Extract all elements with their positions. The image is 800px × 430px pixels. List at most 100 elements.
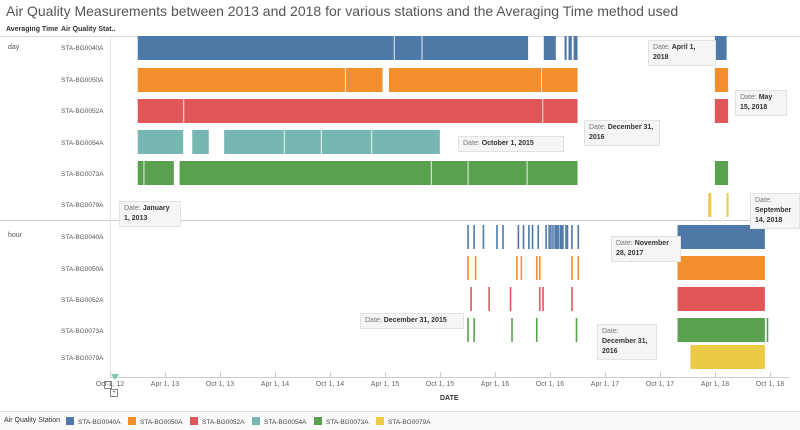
legend-item-sta-bg0073a[interactable]: STA-BG0073A [314, 417, 369, 426]
tick-mark-hour-STA-BG0040A-15[interactable] [554, 225, 556, 249]
bar-day-STA-BG0050A-3[interactable] [714, 68, 729, 92]
tick-mark-hour-STA-BG0052A-4[interactable] [538, 287, 541, 311]
gap-day-STA-BG0073A-4 [526, 161, 528, 185]
x-tick-line [330, 372, 331, 378]
tick-mark-hour-STA-BG0040A-9[interactable] [531, 225, 534, 249]
tick-mark-hour-STA-BG0052A-5[interactable] [542, 287, 544, 311]
tick-mark-hour-STA-BG0050A-8[interactable] [577, 256, 580, 280]
bar-day-STA-BG0052A-2[interactable] [714, 99, 729, 123]
tick-mark-hour-STA-BG0040A-16[interactable] [555, 225, 558, 249]
tick-mark-hour-STA-BG0050A-3[interactable] [516, 256, 518, 280]
tick-mark-hour-STA-BG0073A-1[interactable] [467, 318, 469, 342]
bar-day-STA-BG0040A-3[interactable] [564, 36, 567, 60]
bar-hour-STA-BG0050A-1[interactable] [677, 256, 765, 280]
tooltip-date-9: Date: December 31, 2016 [597, 324, 657, 360]
bar-day-STA-BG0050A-1[interactable] [137, 68, 383, 92]
tick-mark-hour-STA-BG0040A-1[interactable] [467, 225, 469, 249]
tick-mark-hour-STA-BG0052A-6[interactable] [571, 287, 573, 311]
legend-item-sta-bg0052a[interactable]: STA-BG0052A [190, 417, 245, 426]
tick-mark-hour-STA-BG0040A-23[interactable] [571, 225, 573, 249]
tick-mark-hour-STA-BG0050A-6[interactable] [538, 256, 541, 280]
bar-hour-STA-BG0073A-1[interactable] [677, 318, 765, 342]
tick-mark-hour-STA-BG0040A-11[interactable] [545, 225, 547, 249]
tick-mark-hour-STA-BG0050A-2[interactable] [474, 256, 477, 280]
station-label-hour-3: STA-BG0052A [61, 297, 104, 304]
tick-mark-hour-STA-BG0040A-7[interactable] [522, 225, 525, 249]
gap-day-STA-BG0052A-2 [542, 99, 544, 123]
tick-mark-hour-STA-BG0040A-10[interactable] [537, 225, 540, 249]
legend-item-sta-bg0054a[interactable]: STA-BG0054A [252, 417, 307, 426]
tick-mark-hour-STA-BG0073A-2[interactable] [473, 318, 475, 342]
expand-icon[interactable]: + [110, 389, 118, 397]
x-tick-label: Oct 1, 16 [535, 381, 565, 388]
bar-day-STA-BG0073A-2[interactable] [179, 161, 578, 185]
tick-mark-hour-STA-BG0073A-3[interactable] [511, 318, 513, 342]
bar-hour-STA-BG0079A-1[interactable] [690, 345, 765, 369]
tick-mark-hour-STA-BG0040A-19[interactable] [560, 225, 563, 249]
bar-day-STA-BG0040A-5[interactable] [573, 36, 578, 60]
bar-day-STA-BG0040A-2[interactable] [543, 36, 556, 60]
bar-day-STA-BG0079A-2[interactable] [726, 193, 729, 217]
tick-mark-hour-STA-BG0040A-20[interactable] [562, 225, 564, 249]
bar-day-STA-BG0040A-1[interactable] [137, 36, 529, 60]
x-tick-label: Apr 1, 18 [700, 381, 730, 388]
tick-mark-hour-STA-BG0040A-8[interactable] [528, 225, 530, 249]
bar-day-STA-BG0050A-2[interactable] [388, 68, 578, 92]
bar-day-STA-BG0054A-3[interactable] [224, 130, 440, 154]
station-label-day-4: STA-BG0054A [61, 140, 104, 147]
tick-mark-hour-STA-BG0050A-1[interactable] [467, 256, 469, 280]
tick-mark-hour-STA-BG0073A-4[interactable] [535, 318, 538, 342]
bar-day-STA-BG0040A-6[interactable] [714, 36, 727, 60]
tick-mark-hour-STA-BG0040A-4[interactable] [496, 225, 498, 249]
bar-day-STA-BG0079A-1[interactable] [708, 193, 712, 217]
x-axis-title: DATE [440, 395, 459, 402]
x-tick-label: Oct 1, 12 [95, 381, 125, 388]
tick-mark-hour-STA-BG0040A-18[interactable] [559, 225, 562, 249]
bar-day-STA-BG0040A-4[interactable] [568, 36, 572, 60]
tick-mark-hour-STA-BG0040A-14[interactable] [552, 225, 554, 249]
bar-hour-STA-BG0040A-1[interactable] [677, 225, 765, 249]
tick-mark-hour-STA-BG0040A-21[interactable] [565, 225, 567, 249]
x-tick-line [385, 372, 386, 378]
tick-mark-hour-STA-BG0052A-2[interactable] [488, 287, 490, 311]
legend-swatch [376, 417, 384, 425]
tick-mark-hour-STA-BG0040A-2[interactable] [473, 225, 475, 249]
bar-day-STA-BG0073A-1[interactable] [137, 161, 174, 185]
legend-item-sta-bg0079a[interactable]: STA-BG0079A [376, 417, 431, 426]
gap-day-STA-BG0050A-2 [541, 68, 543, 92]
tick-mark-hour-STA-BG0040A-13[interactable] [550, 225, 552, 249]
tick-mark-hour-STA-BG0052A-3[interactable] [509, 287, 512, 311]
group-label-day: day [8, 44, 20, 51]
tick-mark-hour-STA-BG0073A-6[interactable] [766, 318, 769, 342]
header-averaging-time[interactable]: Averaging Time [6, 26, 59, 33]
gap-day-STA-BG0073A-2 [430, 161, 432, 185]
station-label-day-6: STA-BG0079A [61, 202, 104, 209]
legend-item-sta-bg0050a[interactable]: STA-BG0050A [128, 417, 183, 426]
header-air-quality-station[interactable]: Air Quality Stat.. [61, 26, 116, 33]
tick-mark-hour-STA-BG0040A-5[interactable] [502, 225, 504, 249]
tick-mark-hour-STA-BG0040A-22[interactable] [566, 225, 569, 249]
tick-mark-hour-STA-BG0052A-1[interactable] [470, 287, 472, 311]
tick-mark-hour-STA-BG0050A-4[interactable] [520, 256, 523, 280]
x-tick-label: Apr 1, 17 [590, 381, 620, 388]
tick-mark-hour-STA-BG0073A-5[interactable] [575, 318, 578, 342]
tick-mark-hour-STA-BG0050A-7[interactable] [571, 256, 573, 280]
tick-mark-hour-STA-BG0040A-12[interactable] [548, 225, 550, 249]
tick-mark-hour-STA-BG0040A-3[interactable] [482, 225, 485, 249]
legend-title: Air Quality Station [4, 417, 61, 424]
legend-label: STA-BG0054A [264, 419, 307, 426]
tooltip-date-1: Date: April 1, 2018 [648, 40, 716, 66]
tick-mark-hour-STA-BG0040A-17[interactable] [557, 225, 559, 249]
tooltip-date-8: Date: December 31, 2015 [360, 313, 464, 329]
collapse-icon[interactable]: − [104, 381, 112, 389]
bar-day-STA-BG0054A-2[interactable] [192, 130, 209, 154]
tick-mark-hour-STA-BG0040A-6[interactable] [517, 225, 520, 249]
bar-day-STA-BG0054A-1[interactable] [137, 130, 184, 154]
bar-day-STA-BG0073A-3[interactable] [714, 161, 729, 185]
tick-mark-hour-STA-BG0050A-5[interactable] [535, 256, 538, 280]
legend-item-sta-bg0040a[interactable]: STA-BG0040A [66, 417, 121, 426]
legend-label: STA-BG0079A [388, 419, 431, 426]
tick-mark-hour-STA-BG0040A-24[interactable] [577, 225, 580, 249]
bar-hour-STA-BG0052A-1[interactable] [677, 287, 765, 311]
bar-day-STA-BG0052A-1[interactable] [137, 99, 578, 123]
